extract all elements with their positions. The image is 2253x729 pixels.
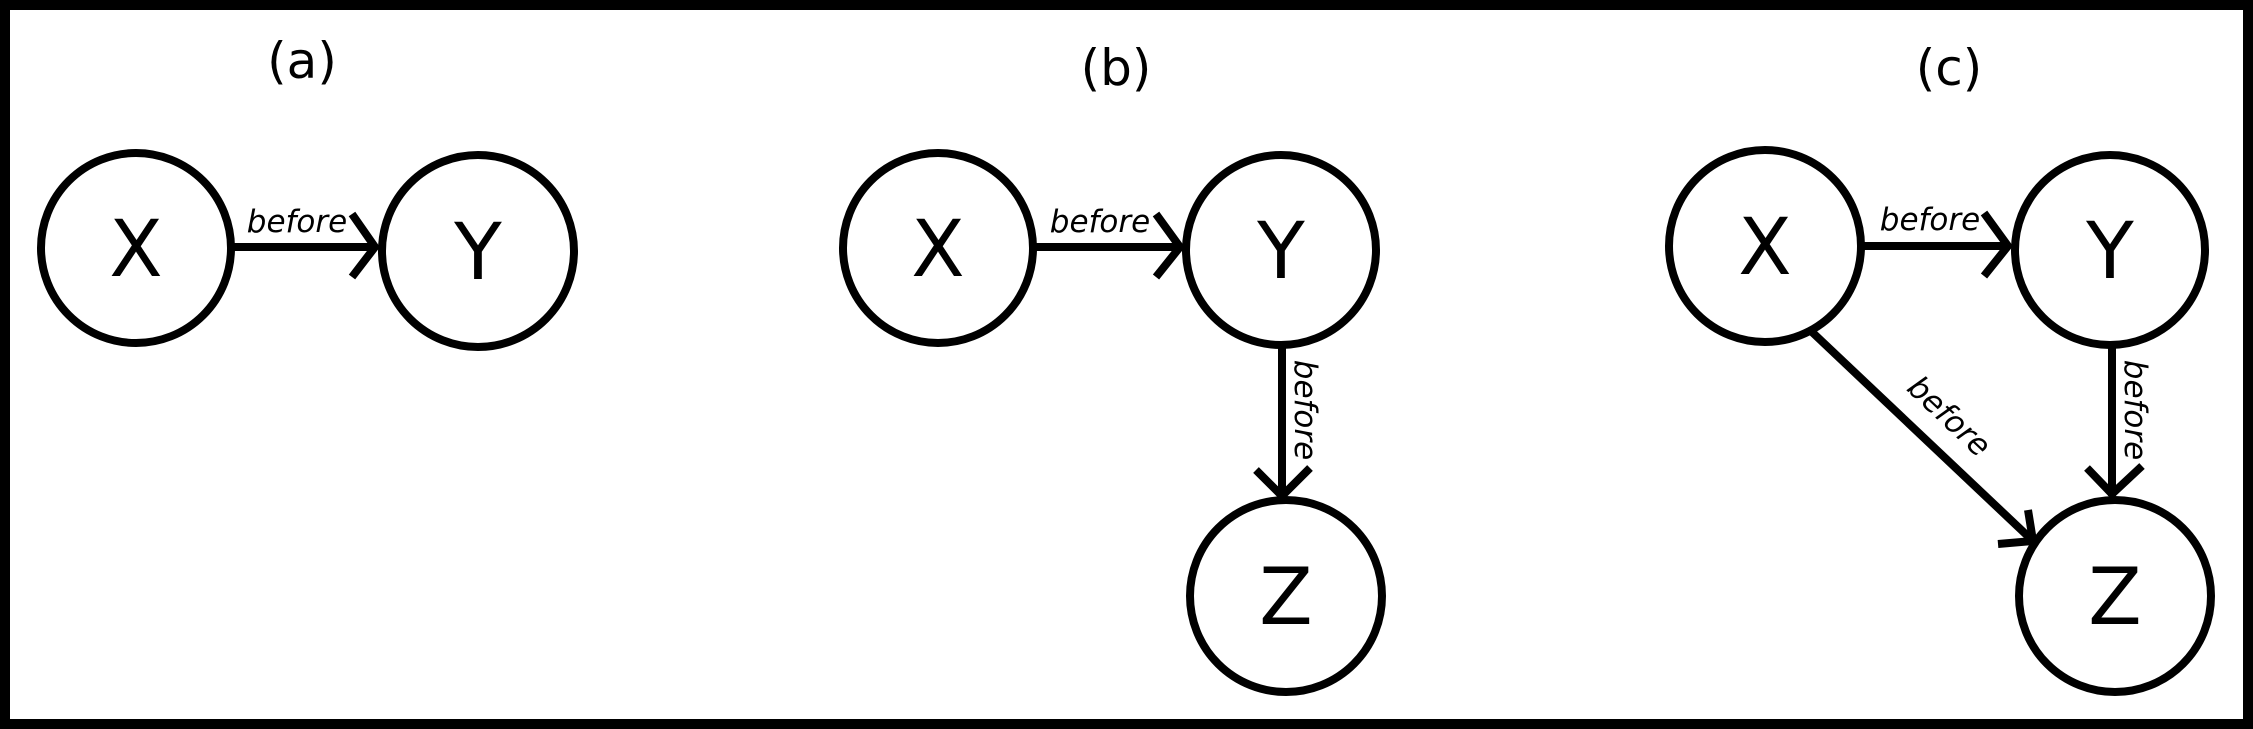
panel-a-node-y: Y (378, 151, 578, 351)
panel-b-edge-y-z-label: before (1287, 360, 1323, 460)
panel-c-node-x-label: X (1738, 203, 1791, 293)
panel-b-node-y-label: Y (1256, 207, 1305, 297)
panel-a-node-x-label: X (109, 205, 162, 295)
panel-b-node-z: Z (1186, 496, 1386, 696)
panel-c-edge-x-z (1809, 329, 2036, 544)
panel-b-node-z-label: Z (1259, 553, 1312, 643)
panel-a-label: (a) (267, 32, 337, 90)
panel-c-edge-y-z-label: before (2117, 360, 2153, 460)
panel-b-edge-x-y-label: before (1050, 204, 1150, 240)
panel-a-node-y-label: Y (453, 208, 502, 298)
panel-a-edge-x-y-arrowhead (348, 211, 380, 280)
panel-c-node-y: Y (2011, 151, 2209, 349)
panel-b-label: (b) (1081, 39, 1152, 97)
panel-c-node-y-label: Y (2085, 207, 2134, 297)
panel-b-node-x: X (839, 149, 1037, 347)
panel-b-edge-x-y-arrowhead (1152, 211, 1186, 280)
panel-a-node-x: X (37, 149, 235, 347)
panel-b-node-x-label: X (911, 205, 964, 295)
panel-c-edge-x-y-arrowhead (1980, 210, 2014, 279)
panel-b: (b) before before X Y Z (839, 39, 1386, 696)
panel-a-edge-x-y-label: before (247, 204, 347, 240)
panel-c-node-z-label: Z (2088, 553, 2141, 643)
panel-c-node-z: Z (2015, 496, 2215, 696)
panel-c: (c) before before before X Y Z (1665, 39, 2215, 696)
panel-c-label: (c) (1916, 39, 1983, 97)
panel-c-node-x: X (1665, 146, 1865, 346)
panel-c-edge-x-y-label: before (1880, 202, 1980, 238)
panel-b-edge-y-z-arrowhead (1253, 465, 1313, 502)
panel-c-edge-y-z-arrowhead (2084, 463, 2145, 500)
panel-a: (a) before X Y (37, 32, 578, 351)
panel-b-node-y: Y (1182, 151, 1380, 349)
